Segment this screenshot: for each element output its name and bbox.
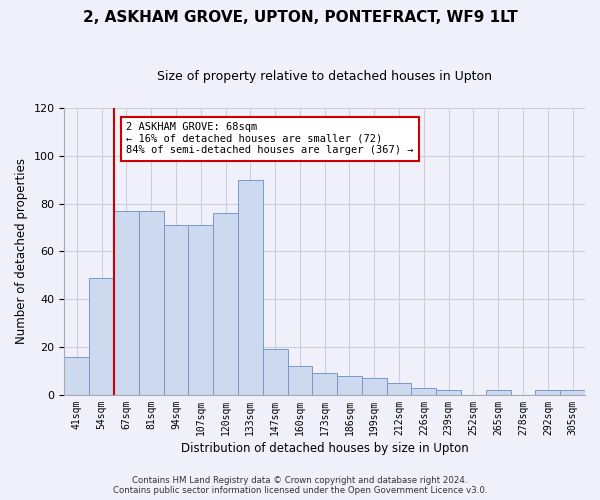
Bar <box>114 210 139 395</box>
Bar <box>213 213 238 395</box>
Bar <box>486 390 511 395</box>
X-axis label: Distribution of detached houses by size in Upton: Distribution of detached houses by size … <box>181 442 469 455</box>
Bar <box>139 210 164 395</box>
Bar <box>412 388 436 395</box>
Bar <box>337 376 362 395</box>
Y-axis label: Number of detached properties: Number of detached properties <box>15 158 28 344</box>
Bar <box>238 180 263 395</box>
Bar <box>64 356 89 395</box>
Text: 2, ASKHAM GROVE, UPTON, PONTEFRACT, WF9 1LT: 2, ASKHAM GROVE, UPTON, PONTEFRACT, WF9 … <box>83 10 517 25</box>
Bar <box>89 278 114 395</box>
Bar <box>263 350 287 395</box>
Bar <box>560 390 585 395</box>
Text: Contains HM Land Registry data © Crown copyright and database right 2024.
Contai: Contains HM Land Registry data © Crown c… <box>113 476 487 495</box>
Bar <box>362 378 386 395</box>
Bar <box>313 374 337 395</box>
Title: Size of property relative to detached houses in Upton: Size of property relative to detached ho… <box>157 70 492 83</box>
Bar <box>436 390 461 395</box>
Bar <box>386 383 412 395</box>
Bar <box>535 390 560 395</box>
Bar <box>164 225 188 395</box>
Bar <box>287 366 313 395</box>
Text: 2 ASKHAM GROVE: 68sqm
← 16% of detached houses are smaller (72)
84% of semi-deta: 2 ASKHAM GROVE: 68sqm ← 16% of detached … <box>127 122 414 156</box>
Bar <box>188 225 213 395</box>
